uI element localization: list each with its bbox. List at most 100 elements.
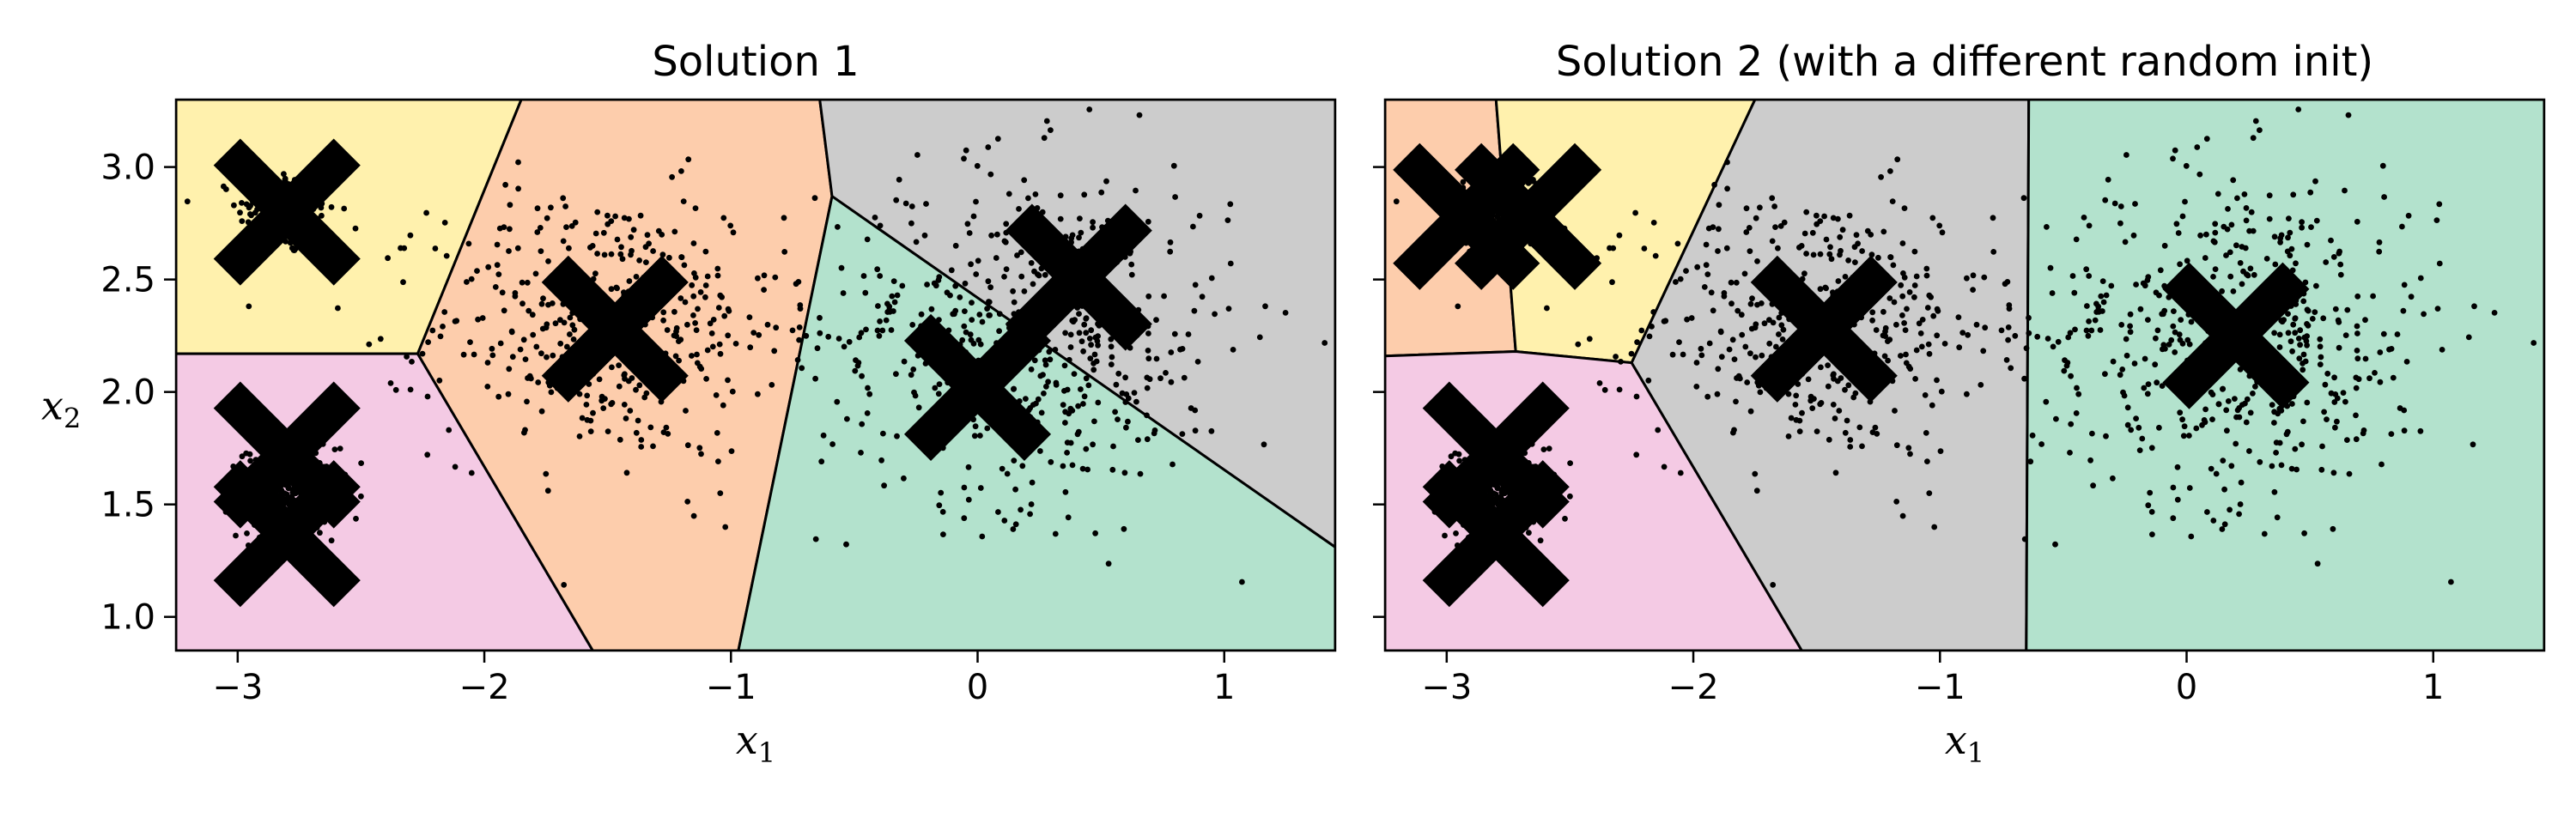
data-point [2313,282,2319,289]
data-point [1601,386,1608,393]
data-point [2043,398,2050,405]
data-point [616,383,623,390]
data-point [2317,336,2324,342]
data-point [239,200,245,206]
data-point [2288,465,2295,472]
data-point [2281,317,2287,324]
data-point [772,274,779,281]
data-point [1074,431,1081,438]
data-point [2073,410,2080,416]
data-point [1042,361,1049,368]
data-point [1083,330,1090,336]
data-point [2174,464,2181,470]
data-point [986,299,993,306]
data-point [641,394,648,401]
data-point [2448,579,2454,585]
data-point [446,427,453,433]
data-point [627,408,634,414]
data-point [1262,303,1268,310]
data-point [1917,330,1924,336]
data-point [1090,219,1096,226]
data-point [643,259,649,265]
data-point [1083,445,1090,452]
data-point [2491,310,2498,316]
data-point [1048,458,1054,465]
data-point [1652,252,1659,259]
data-point [619,256,626,263]
data-point [1021,177,1028,184]
data-point [2174,496,2181,503]
data-point [2277,239,2284,245]
data-point [894,433,900,439]
data-point [2271,409,2278,415]
data-point [1911,282,1918,288]
data-point [1004,470,1011,477]
data-point [2083,266,2090,273]
data-point [685,156,692,163]
data-point [2354,218,2360,225]
data-point [2300,418,2306,425]
data-point [2276,344,2283,350]
data-point [1011,385,1018,392]
data-point [1735,373,1742,379]
data-point [2247,409,2254,416]
data-point [2337,271,2344,278]
data-point [708,330,715,336]
data-point [915,404,922,411]
data-point [672,353,679,360]
data-point [2242,245,2249,251]
data-point [2153,335,2159,342]
data-point [2092,317,2099,324]
data-point [1018,273,1025,280]
data-point [2236,405,2243,411]
data-point [465,240,472,247]
data-point [843,541,849,548]
data-point [1085,382,1092,389]
data-point [1881,353,1888,360]
data-point [2237,260,2244,266]
data-point [1083,316,1090,322]
data-point [690,312,696,318]
data-point [1526,530,1532,536]
data-point [2154,327,2161,334]
data-point [1844,417,1850,424]
data-point [552,320,559,327]
data-point [714,272,721,279]
data-point [864,236,871,243]
data-point [825,333,832,340]
data-point [1567,493,1573,500]
data-point [1002,239,1009,245]
data-point [1674,240,1681,247]
data-point [984,425,991,432]
data-point [896,176,902,183]
data-point [2220,457,2227,464]
data-point [358,460,364,466]
data-point [730,229,737,236]
plot-area [176,100,1335,651]
data-point [2136,447,2143,453]
data-point [961,323,968,330]
data-point [2111,200,2118,207]
data-point [2208,389,2215,396]
data-point [771,348,778,354]
data-point [1923,265,1930,272]
x-tick-label: −3 [1421,668,1472,707]
data-point [387,380,394,386]
data-point [2219,288,2226,294]
data-point [419,350,426,357]
x-tick-label: 1 [1213,668,1235,707]
centroid-stroke [2162,262,2310,409]
data-point [1010,288,1016,294]
data-point [1108,361,1115,367]
data-point [855,360,862,366]
data-point [1448,453,1455,460]
data-point [1172,194,1178,200]
data-point [2141,385,2148,391]
data-point [605,221,611,227]
data-point [1810,251,1817,258]
data-point [1780,326,1787,333]
data-point [1460,179,1467,185]
data-point [1016,206,1022,212]
data-point [1115,416,1121,422]
data-point [2296,355,2303,361]
